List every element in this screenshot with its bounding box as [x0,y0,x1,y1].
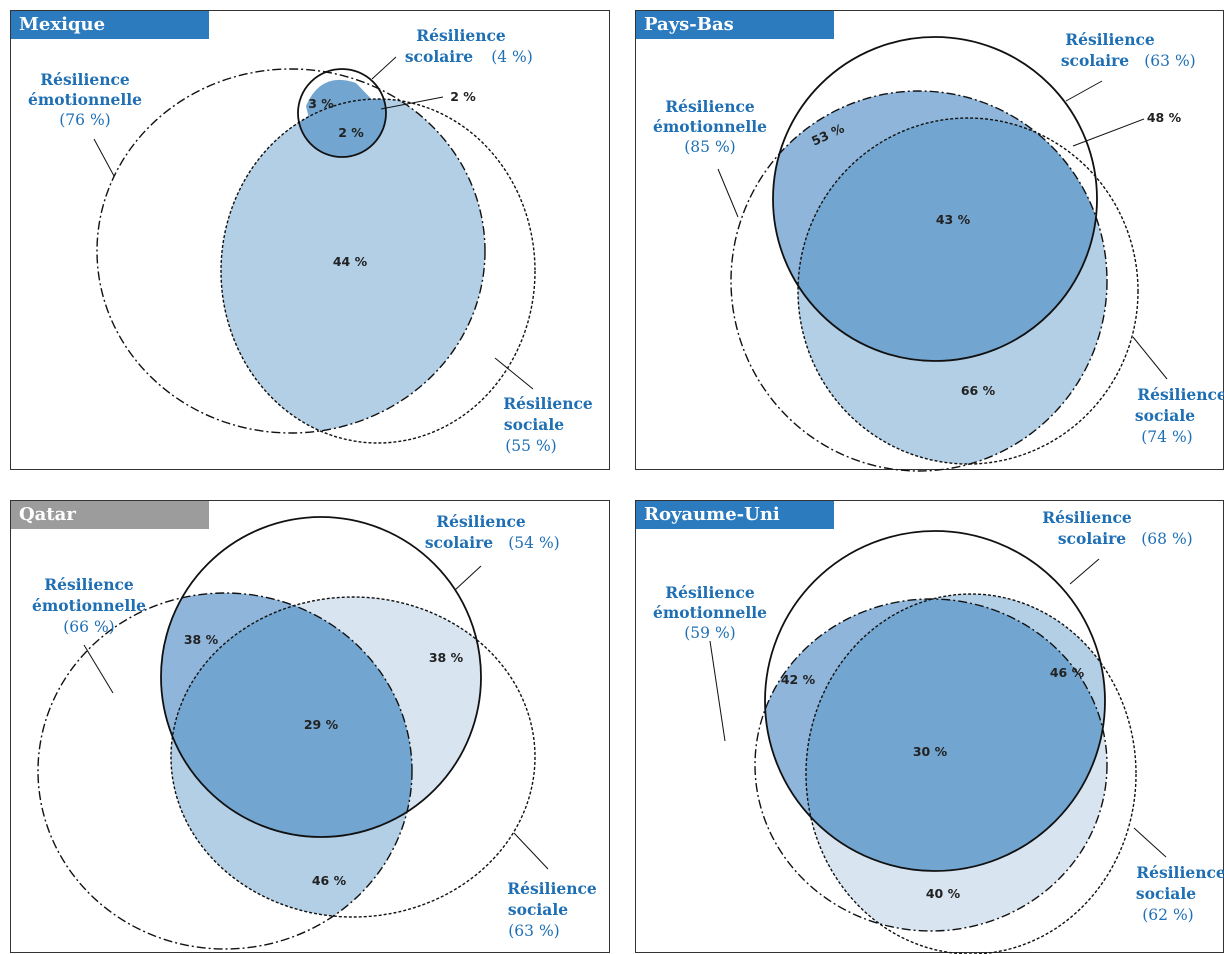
emotional-label-line2: émotionnelle [653,117,767,136]
emotional-label-pct: (66 %) [63,618,114,636]
social-resilience-outline [170,596,536,918]
pointer-line [1069,558,1100,585]
pointer-line [513,832,549,870]
social-label-line1: Résilience [1137,385,1224,404]
panel-title: Mexique [11,11,209,39]
venn-diagram: Résilience émotionnelle (85 %) Résilienc… [653,30,1224,472]
academic-label-line2: scolaire [1058,529,1126,548]
academic-resilience-outline [764,530,1106,872]
academic-label-line1: Résilience [436,512,526,531]
social-label-pct: (63 %) [508,922,559,940]
social-label-line2: sociale [1136,884,1196,903]
value-academic-emotional: 38 % [184,632,219,647]
pointer-line [454,565,482,591]
pointer-line [1133,827,1167,858]
pointer-line [1065,80,1103,102]
venn-diagram: Résilience émotionnelle (66 %) Résilienc… [32,512,597,950]
pointer-line [93,138,115,177]
value-all-three: 43 % [936,212,971,227]
social-resilience-outline [220,98,536,444]
social-resilience-outline [805,593,1137,954]
emotional-label-line2: émotionnelle [32,596,146,615]
all-three-area [298,99,386,157]
academic-label-pct: (4 %) [491,48,533,66]
emotional-label-line1: Résilience [665,97,755,116]
academic-label-pct: (54 %) [508,534,559,552]
all-three-area [798,118,1097,361]
academic-resilience-outline [160,516,482,838]
value-social-emotional: 40 % [926,886,961,901]
academic-label-line1: Résilience [1065,30,1155,49]
value-academic-social: 46 % [1050,665,1085,680]
academic-label-line2: scolaire [405,47,473,66]
social-label-line2: sociale [1135,406,1195,425]
panel-royaume-uni: Royaume-Uni Résilience émotionnelle (59 … [635,500,1224,954]
academic-label-pct: (68 %) [1141,530,1192,548]
social-label-line1: Résilience [503,394,593,413]
social-label-pct: (74 %) [1141,428,1192,446]
panel-title: Royaume-Uni [636,501,834,529]
pointer-line [1132,336,1168,380]
value-academic-emotional: 42 % [781,672,816,687]
emotional-resilience-outline [37,592,413,950]
social-emotional-area [221,99,485,433]
value-academic-social: 38 % [429,650,464,665]
social-label-line2: sociale [504,415,564,434]
pointer-line [494,357,534,390]
pointer-line [1072,118,1145,147]
emotional-label-pct: (76 %) [59,111,110,129]
social-label-line2: sociale [508,900,568,919]
academic-resilience-outline [772,36,1098,362]
panel-pays-bas: Pays-Bas Résilience émotionnelle (85 %) … [635,10,1224,472]
panel-mexique: Mexique Résilience émotionnelle (76 %) R… [10,10,610,470]
academic-label-line2: scolaire [425,533,493,552]
emotional-resilience-outline [730,90,1108,472]
pointer-line [371,56,397,80]
social-label-line1: Résilience [1136,863,1224,882]
social-resilience-outline [797,117,1139,465]
value-all-three: 29 % [304,717,339,732]
social-label-pct: (55 %) [505,437,556,455]
emotional-label-line1: Résilience [665,583,755,602]
pointer-line [717,168,739,218]
venn-diagram: Résilience émotionnelle (76 %) Résilienc… [28,26,593,455]
emotional-label-line2: émotionnelle [28,90,142,109]
academic-label-pct: (63 %) [1144,52,1195,70]
value-social-emotional: 44 % [333,254,368,269]
pointer-line [83,644,114,694]
social-label-line1: Résilience [507,879,597,898]
emotional-label-pct: (85 %) [684,138,735,156]
value-all-three: 30 % [913,744,948,759]
emotional-label-line2: émotionnelle [653,603,767,622]
all-three-area [171,597,412,837]
value-social-emotional: 66 % [961,383,996,398]
academic-label-line1: Résilience [416,26,506,45]
emotional-label-pct: (59 %) [684,624,735,642]
value-social-emotional: 46 % [312,873,347,888]
value-academic-emotional: 3 % [308,96,334,111]
academic-resilience-outline [297,68,387,158]
value-academic-social: 2 % [450,89,476,104]
pointer-line [380,96,444,110]
academic-label-line1: Résilience [1042,508,1132,527]
emotional-label-line1: Résilience [40,70,130,89]
panel-qatar: Qatar Résilience émotionnelle (66 %) Rés… [10,500,610,953]
pointer-line [709,640,726,742]
panel-title: Qatar [11,501,209,529]
emotional-resilience-outline [96,68,486,434]
venn-diagram: Résilience émotionnelle (59 %) Résilienc… [653,508,1224,954]
social-label-pct: (62 %) [1142,906,1193,924]
panel-title: Pays-Bas [636,11,834,39]
value-academic-social: 48 % [1147,110,1182,125]
academic-label-line2: scolaire [1061,51,1129,70]
value-all-three: 2 % [338,125,364,140]
emotional-label-line1: Résilience [44,575,134,594]
